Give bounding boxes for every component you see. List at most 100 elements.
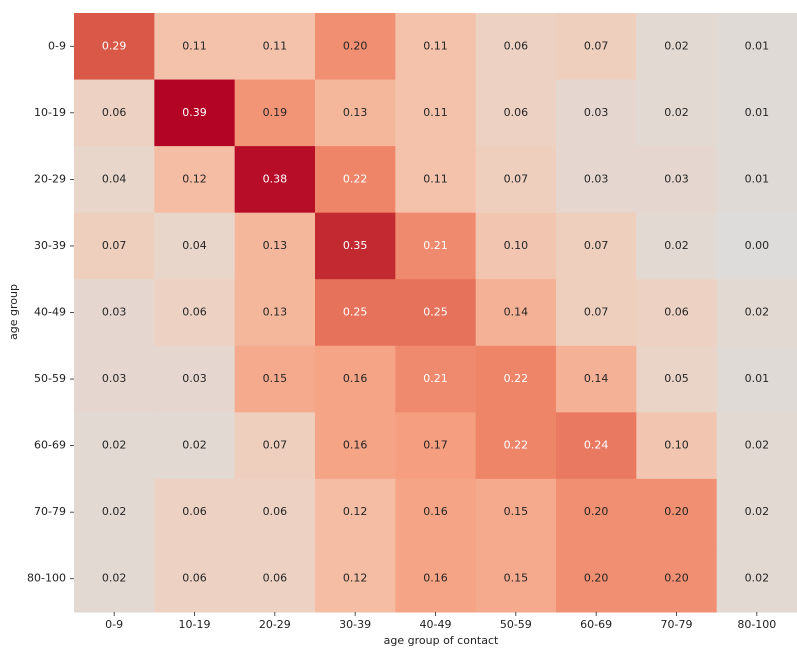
heatmap-cell <box>716 279 797 347</box>
cell-label: 0.03 <box>584 106 609 119</box>
cell-label: 0.05 <box>664 372 689 385</box>
heatmap-cell <box>636 478 718 546</box>
heatmap-cell <box>154 13 236 81</box>
heatmap-cell <box>636 212 718 280</box>
cell-label: 0.06 <box>182 505 207 518</box>
heatmap-cell <box>636 345 718 413</box>
cell-label: 0.16 <box>343 372 368 385</box>
cell-label: 0.10 <box>504 239 529 252</box>
cell-label: 0.07 <box>263 439 288 452</box>
heatmap-cell <box>74 79 155 147</box>
y-tick-label: 30-39 <box>34 239 66 252</box>
cell-label: 0.06 <box>102 106 127 119</box>
heatmap-cell <box>636 13 718 81</box>
heatmap-cell <box>475 13 557 81</box>
heatmap-cell <box>74 212 155 280</box>
y-tick-label: 0-9 <box>48 39 66 52</box>
cell-label: 0.03 <box>102 306 127 319</box>
cell-label: 0.11 <box>182 39 207 52</box>
cell-label: 0.02 <box>102 572 127 585</box>
heatmap-cell <box>154 412 236 480</box>
cell-label: 0.01 <box>745 39 770 52</box>
cell-label: 0.29 <box>102 39 127 52</box>
heatmap-cell <box>395 412 477 480</box>
cell-label: 0.02 <box>664 39 689 52</box>
heatmap-cell <box>636 412 718 480</box>
heatmap-cell <box>556 79 637 147</box>
heatmap-cell <box>315 13 396 81</box>
heatmap-cell <box>395 146 477 214</box>
x-tick-label: 0-9 <box>105 618 123 631</box>
cell-label: 0.07 <box>584 306 609 319</box>
cell-label: 0.12 <box>182 172 207 185</box>
heatmap-cell <box>74 478 155 546</box>
heatmap-cell <box>475 279 557 347</box>
heatmap-cell <box>716 13 797 81</box>
cell-label: 0.13 <box>263 306 288 319</box>
cell-label: 0.06 <box>664 306 689 319</box>
cell-label: 0.22 <box>343 172 368 185</box>
heatmap-cell <box>556 212 637 280</box>
cell-label: 0.06 <box>504 39 529 52</box>
cell-label: 0.02 <box>102 505 127 518</box>
y-tick-label: 20-29 <box>34 172 66 185</box>
heatmap-cell <box>74 279 155 347</box>
cell-label: 0.03 <box>182 372 207 385</box>
y-tick-label: 10-19 <box>34 106 66 119</box>
cell-label: 0.12 <box>343 572 368 585</box>
cell-label: 0.02 <box>745 439 770 452</box>
x-tick-label: 20-29 <box>259 618 291 631</box>
heatmap-cell <box>556 13 637 81</box>
heatmap-cell <box>636 545 718 613</box>
heatmap-cell <box>716 146 797 214</box>
cell-label: 0.00 <box>745 239 770 252</box>
x-tick-label: 60-69 <box>580 618 612 631</box>
heatmap-cell <box>556 412 637 480</box>
heatmap-cell <box>234 146 316 214</box>
cell-label: 0.14 <box>584 372 609 385</box>
heatmap-cell <box>74 345 155 413</box>
cell-label: 0.06 <box>263 572 288 585</box>
heatmap-cell <box>716 212 797 280</box>
cell-label: 0.06 <box>182 572 207 585</box>
heatmap-cell <box>556 478 637 546</box>
cell-label: 0.01 <box>745 172 770 185</box>
heatmap-cell <box>315 545 396 613</box>
heatmap-cell <box>315 146 396 214</box>
heatmap-cell <box>636 279 718 347</box>
cell-label: 0.02 <box>745 306 770 319</box>
x-tick-label: 10-19 <box>179 618 211 631</box>
cell-label: 0.02 <box>182 439 207 452</box>
cell-label: 0.13 <box>263 239 288 252</box>
heatmap-cell <box>74 146 155 214</box>
heatmap-cell <box>395 13 477 81</box>
cell-label: 0.07 <box>102 239 127 252</box>
x-tick-label: 80-100 <box>737 618 776 631</box>
heatmap-cell <box>315 79 396 147</box>
cell-label: 0.15 <box>263 372 288 385</box>
cell-label: 0.20 <box>343 39 368 52</box>
cell-label: 0.06 <box>504 106 529 119</box>
heatmap-cell <box>716 345 797 413</box>
heatmap-cell <box>234 13 316 81</box>
cell-label: 0.02 <box>745 505 770 518</box>
cell-label: 0.15 <box>504 505 529 518</box>
heatmap-cell <box>154 279 236 347</box>
heatmap-cell <box>636 146 718 214</box>
heatmap-cell <box>556 345 637 413</box>
cell-label: 0.13 <box>343 106 368 119</box>
heatmap-cell <box>395 212 477 280</box>
cell-label: 0.11 <box>263 39 288 52</box>
heatmap-cell <box>475 345 557 413</box>
cell-label: 0.16 <box>423 572 448 585</box>
heatmap-cell <box>315 412 396 480</box>
heatmap-cell <box>234 212 316 280</box>
cell-label: 0.24 <box>584 439 609 452</box>
heatmap-cell <box>475 79 557 147</box>
cell-label: 0.03 <box>664 172 689 185</box>
cell-label: 0.07 <box>584 239 609 252</box>
cell-label: 0.19 <box>263 106 288 119</box>
cell-label: 0.21 <box>423 372 448 385</box>
cell-label: 0.15 <box>504 572 529 585</box>
cell-label: 0.22 <box>504 372 529 385</box>
